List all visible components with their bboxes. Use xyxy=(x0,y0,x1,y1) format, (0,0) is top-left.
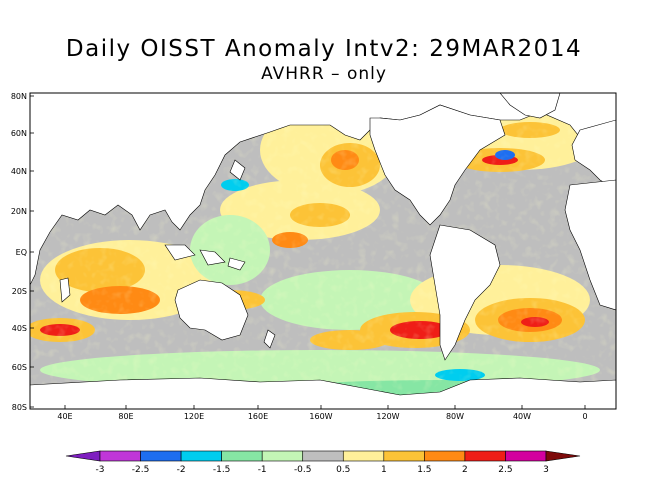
map-frame xyxy=(29,92,617,410)
lon-tick-label: 80E xyxy=(118,412,133,421)
land-eurasia-africa xyxy=(30,93,616,286)
colorbar-swatch xyxy=(302,450,344,462)
land-north-america xyxy=(369,104,506,226)
colorbar-swatch xyxy=(424,450,466,462)
lat-tick-label: 80N xyxy=(11,92,27,101)
lat-tick-label: 20S xyxy=(12,287,27,296)
lat-tick-label: 40S xyxy=(12,324,27,333)
colorbar-swatch xyxy=(261,450,304,462)
land-south-america xyxy=(429,224,501,361)
colorbar-label: -1.5 xyxy=(213,465,231,475)
land-maritime-continent xyxy=(164,244,246,271)
colorbar-swatch xyxy=(140,450,182,462)
lat-tick-label: EQ xyxy=(16,248,27,257)
colorbar-label: 2 xyxy=(462,465,468,475)
anomaly-field xyxy=(30,93,616,409)
land-africa-west xyxy=(564,179,616,311)
colorbar-arrow-high xyxy=(545,450,581,462)
lon-tick-label: 120W xyxy=(376,412,399,421)
land-antarctica xyxy=(30,377,616,409)
land-madagascar xyxy=(59,277,71,303)
colorbar-label: -1 xyxy=(258,465,267,475)
colorbar-label: 1 xyxy=(381,465,387,475)
colorbar-swatch xyxy=(464,450,506,462)
colorbar-label: 3 xyxy=(543,465,549,475)
colorbar-label: 0.5 xyxy=(336,465,350,475)
lon-tick-label: 120E xyxy=(184,412,204,421)
land-australia xyxy=(174,279,249,341)
colorbar-swatch xyxy=(99,450,141,462)
land-new-zealand xyxy=(263,329,276,349)
colorbar-label: -3 xyxy=(96,465,105,475)
colorbar-label: 1.5 xyxy=(417,465,431,475)
colorbar-swatch xyxy=(180,450,222,462)
lat-tick-label: 80S xyxy=(12,403,27,412)
colorbar-swatch xyxy=(221,450,263,462)
lon-tick-label: 40W xyxy=(513,412,531,421)
lat-tick-label: 20N xyxy=(11,207,27,216)
lat-tick-label: 40N xyxy=(11,167,27,176)
land-greenland xyxy=(499,93,561,119)
lon-tick-label: 160W xyxy=(309,412,332,421)
lon-tick-label: 40E xyxy=(57,412,72,421)
longitude-axis: 40E 80E 120E 160E 160W 120W 80W 40W 0 xyxy=(57,405,588,421)
colorbar-swatch xyxy=(505,450,547,462)
land-masses xyxy=(30,93,616,409)
colorbar-label: 2.5 xyxy=(498,465,512,475)
map-subtitle: AVHRR – only xyxy=(261,64,387,84)
land-japan xyxy=(229,159,246,181)
colorbar-swatch xyxy=(342,450,385,462)
lon-tick-label: 80W xyxy=(446,412,464,421)
map-title: Daily OISST Anomaly Intv2: 29MAR2014 xyxy=(65,36,583,62)
colorbar-label: -2 xyxy=(177,465,186,475)
lat-tick-label: 60S xyxy=(12,363,27,372)
lon-tick-label: 160E xyxy=(248,412,268,421)
colorbar: -3 -2.5 -2 -1.5 -1 -0.5 0.5 1 1.5 2 2.5 3 xyxy=(65,450,581,475)
lat-tick-label: 60N xyxy=(11,129,27,138)
colorbar-swatch xyxy=(383,450,425,462)
land-europe xyxy=(571,119,616,191)
colorbar-arrow-low xyxy=(65,450,101,462)
colorbar-label: -0.5 xyxy=(294,465,312,475)
lon-tick-label: 0 xyxy=(582,412,587,421)
colorbar-label: -2.5 xyxy=(132,465,150,475)
latitude-axis: 80N 60N 40N 20N EQ 20S 40S 60S 80S xyxy=(11,92,34,412)
